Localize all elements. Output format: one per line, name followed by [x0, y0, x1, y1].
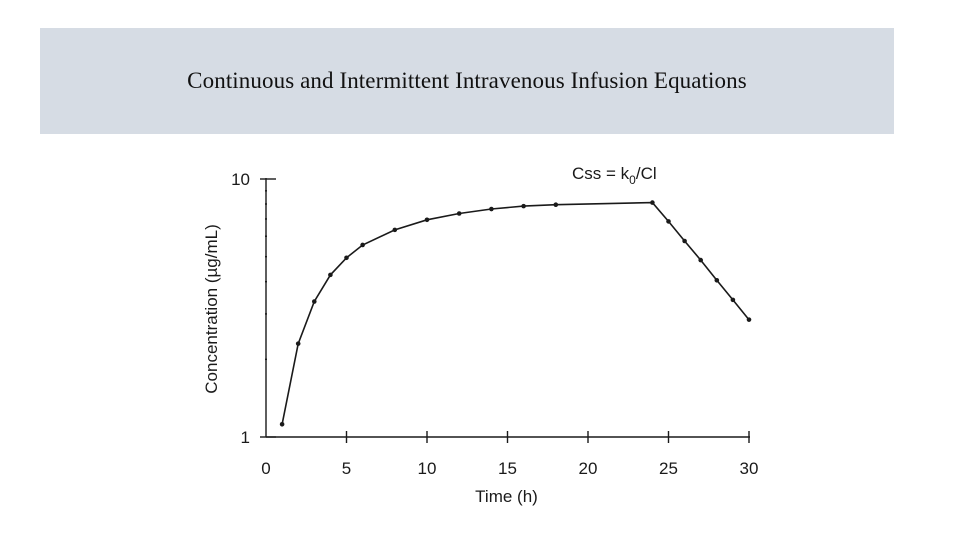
data-point [424, 217, 430, 223]
data-point [650, 200, 655, 205]
data-point [714, 277, 720, 283]
x-tick-label: 25 [659, 459, 678, 478]
css-annotation: Css = k0/Cl [572, 164, 657, 187]
x-tick-label: 15 [498, 459, 517, 478]
x-axis-label: Time (h) [475, 487, 538, 506]
series-line [281, 201, 750, 425]
y-tick-label: 10 [231, 170, 250, 189]
x-tick-label: 5 [342, 459, 351, 478]
data-point [295, 341, 301, 346]
data-point [456, 211, 462, 216]
data-point [360, 242, 365, 248]
data-point [279, 422, 285, 427]
data-point [730, 297, 736, 303]
data-point [682, 238, 687, 244]
y-axis-label: Concentration (µg/mL) [202, 224, 221, 393]
y-tick-label: 1 [241, 428, 250, 447]
data-point [521, 203, 526, 209]
data-point [328, 272, 333, 278]
x-tick-label: 20 [579, 459, 598, 478]
x-tick-label: 30 [740, 459, 759, 478]
data-point [392, 227, 398, 233]
data-point [344, 255, 349, 261]
title-banner: Continuous and Intermittent Intravenous … [40, 28, 894, 134]
x-tick-label: 0 [261, 459, 270, 478]
data-point [312, 299, 317, 304]
data-point [489, 206, 494, 212]
data-point [553, 202, 559, 208]
data-point [698, 257, 703, 263]
slide-title: Continuous and Intermittent Intravenous … [187, 68, 747, 93]
data-point [666, 219, 671, 224]
x-tick-label: 10 [418, 459, 437, 478]
data-point [746, 317, 752, 322]
